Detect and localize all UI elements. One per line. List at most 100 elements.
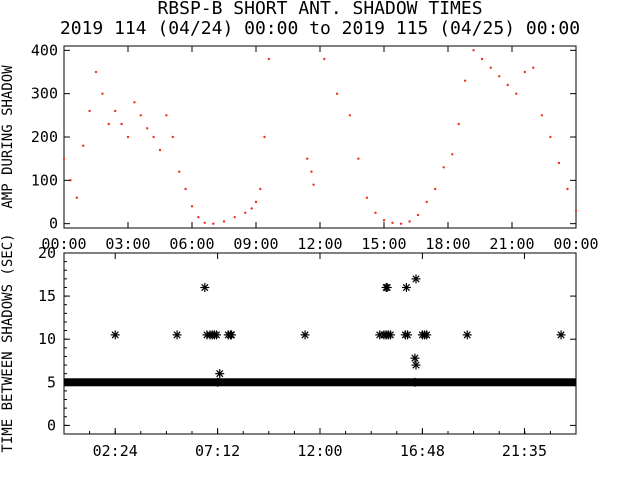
asterisk-data-point bbox=[200, 282, 210, 292]
asterisk-data-point bbox=[556, 330, 566, 340]
bottom-x-tick-label: 07:12 bbox=[195, 442, 240, 460]
top-data-point bbox=[254, 200, 258, 204]
top-data-point bbox=[566, 187, 569, 191]
top-y-axis: 0 100 200 300 400 bbox=[31, 41, 576, 233]
top-data-point bbox=[267, 57, 270, 61]
bottom-x-tick-label: 02:24 bbox=[93, 442, 138, 460]
top-x-tick-label: 00:00 bbox=[553, 235, 598, 253]
top-data-point bbox=[178, 170, 181, 173]
top-data-point bbox=[357, 157, 360, 160]
time-between-shadows-panel: 0 5 10 15 20 02:24 07:12 12:00 16:48 21:35 TIME … bbox=[0, 233, 577, 460]
top-data-point bbox=[88, 109, 91, 113]
top-data-point bbox=[190, 205, 194, 208]
top-data-point bbox=[489, 66, 492, 69]
bottom-y-tick-label: 10 bbox=[38, 330, 56, 348]
chart-title-line1: RBSP-B SHORT ANT. SHADOW TIMES bbox=[157, 0, 482, 19]
top-data-point bbox=[101, 92, 104, 95]
asterisk-data-point bbox=[411, 360, 421, 370]
top-data-point bbox=[310, 170, 313, 173]
top-y-tick-label: 200 bbox=[31, 128, 58, 146]
top-plot-frame bbox=[63, 45, 577, 229]
chart-title-line2: 2019 114 (04/24) 00:00 to 2019 115 (04/2… bbox=[60, 18, 580, 39]
top-data-point bbox=[171, 135, 174, 139]
top-data-point bbox=[382, 219, 386, 222]
top-data-point bbox=[574, 209, 578, 212]
top-data-point bbox=[139, 114, 142, 117]
bottom-x-tick-label: 12:00 bbox=[297, 442, 342, 460]
asterisk-data-point bbox=[213, 377, 223, 387]
asterisk-data-point bbox=[172, 330, 182, 340]
top-data-point bbox=[158, 148, 162, 152]
top-y-tick-label: 300 bbox=[31, 85, 58, 103]
top-data-point bbox=[212, 222, 215, 225]
asterisk-data-point bbox=[422, 330, 432, 340]
top-x-tick-label: 00:00 bbox=[41, 235, 86, 253]
top-data-point bbox=[120, 122, 123, 126]
top-data-point bbox=[515, 92, 518, 95]
bottom-y-axis: 0 5 10 15 20 bbox=[38, 244, 576, 434]
top-x-tick-label: 21:00 bbox=[489, 235, 534, 253]
top-data-point bbox=[259, 187, 262, 191]
top-data-point bbox=[107, 122, 111, 126]
asterisk-data-point bbox=[212, 330, 222, 340]
top-data-point bbox=[94, 70, 98, 74]
top-data-point bbox=[416, 213, 420, 217]
top-data-point bbox=[457, 122, 460, 126]
top-data-point bbox=[323, 57, 326, 61]
top-data-point bbox=[146, 127, 149, 130]
top-data-point bbox=[263, 135, 266, 139]
top-data-point bbox=[506, 83, 509, 87]
bottom-y-axis-label: TIME BETWEEN SHADOWS (SEC) bbox=[0, 233, 16, 452]
top-data-point bbox=[82, 144, 85, 147]
top-data-point bbox=[463, 79, 467, 82]
asterisk-data-point bbox=[226, 330, 236, 340]
top-data-point bbox=[348, 114, 352, 117]
top-data-point bbox=[152, 135, 155, 139]
asterisk-data-point bbox=[401, 282, 411, 292]
top-data-point bbox=[250, 207, 253, 210]
top-data-point bbox=[335, 92, 339, 95]
top-data-point bbox=[391, 221, 394, 224]
asterisk-data-point bbox=[410, 353, 420, 363]
top-data-point bbox=[233, 216, 236, 219]
top-y-tick-label: 400 bbox=[31, 41, 58, 59]
top-data-point bbox=[442, 166, 445, 169]
bottom-scatter-points bbox=[64, 274, 576, 387]
top-data-point bbox=[540, 114, 544, 117]
top-data-point bbox=[374, 211, 377, 214]
top-data-point bbox=[549, 135, 552, 139]
top-data-point bbox=[434, 187, 437, 191]
asterisk-data-point bbox=[300, 330, 310, 340]
top-data-point bbox=[451, 153, 454, 156]
top-x-tick-label: 12:00 bbox=[297, 235, 342, 253]
top-data-point bbox=[532, 66, 535, 69]
top-x-tick-label: 18:00 bbox=[425, 235, 470, 253]
top-data-point bbox=[184, 187, 187, 191]
top-x-tick-label: 03:00 bbox=[105, 235, 150, 253]
top-data-point bbox=[365, 196, 369, 199]
asterisk-data-point bbox=[411, 274, 421, 284]
asterisk-data-point bbox=[402, 330, 412, 340]
asterisk-data-point bbox=[215, 369, 225, 379]
bottom-plot-frame bbox=[63, 252, 577, 435]
asterisk-data-point bbox=[462, 330, 472, 340]
top-data-point bbox=[425, 200, 428, 204]
top-data-point bbox=[126, 135, 130, 139]
top-data-point bbox=[203, 221, 206, 224]
asterisk-data-point bbox=[410, 377, 420, 387]
bottom-x-tick-label: 21:35 bbox=[502, 442, 547, 460]
top-data-point bbox=[557, 161, 561, 165]
asterisk-data-point bbox=[110, 330, 120, 340]
amp-during-shadow-panel: 0 100 200 300 400 00:00 03:00 06:00 09:00 12:00 1… bbox=[0, 41, 599, 253]
top-data-point bbox=[197, 216, 200, 219]
top-data-point bbox=[165, 114, 168, 117]
top-data-point bbox=[399, 222, 403, 225]
asterisk-data-point bbox=[385, 330, 395, 340]
top-scatter-points bbox=[62, 49, 578, 225]
top-x-tick-label: 15:00 bbox=[361, 235, 406, 253]
bottom-x-tick-label: 16:48 bbox=[400, 442, 445, 460]
top-x-tick-label: 06:00 bbox=[169, 235, 214, 253]
top-y-tick-label: 100 bbox=[31, 171, 58, 189]
asterisk-data-point bbox=[382, 282, 392, 292]
bottom-x-axis: 02:24 07:12 12:00 16:48 21:35 bbox=[63, 253, 577, 460]
